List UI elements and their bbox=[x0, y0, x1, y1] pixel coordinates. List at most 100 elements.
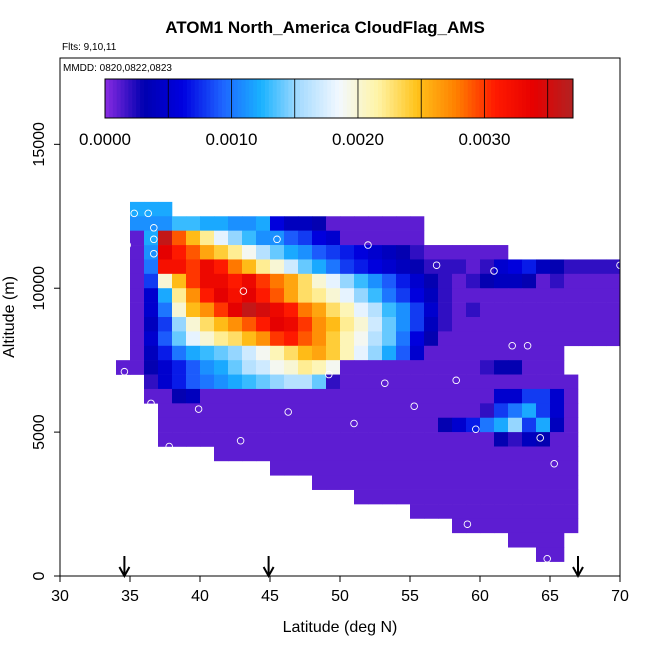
heatmap-cell bbox=[326, 432, 341, 447]
flight-marker-arrowhead bbox=[572, 566, 584, 579]
colorbar-segment bbox=[307, 79, 313, 118]
colorbar-segment bbox=[108, 79, 114, 118]
heatmap-cell bbox=[200, 432, 215, 447]
heatmap-cell bbox=[354, 230, 369, 246]
heatmap-cell bbox=[550, 532, 565, 548]
heatmap-cell bbox=[564, 518, 579, 534]
heatmap-cell bbox=[438, 388, 453, 404]
heatmap-cell bbox=[228, 403, 243, 419]
heatmap-cell bbox=[382, 317, 397, 332]
colorbar-segment bbox=[506, 79, 511, 118]
heatmap-cell bbox=[354, 360, 369, 375]
heatmap-cell bbox=[340, 345, 355, 361]
heatmap-cell bbox=[396, 259, 411, 275]
heatmap-cell bbox=[270, 216, 285, 231]
heatmap-cell bbox=[536, 317, 551, 332]
heatmap-cell bbox=[326, 374, 341, 390]
colorbar: 0.0000 0.0010 0.0020 0.0030 bbox=[79, 78, 574, 149]
heatmap-cell bbox=[270, 273, 285, 289]
heatmap-cell bbox=[242, 317, 257, 332]
heatmap-cell bbox=[368, 475, 383, 490]
heatmap-cell bbox=[522, 432, 537, 447]
heatmap-cell bbox=[452, 504, 467, 519]
heatmap-cell bbox=[550, 259, 565, 275]
heatmap-cell bbox=[410, 273, 425, 289]
colorbar-segment bbox=[264, 79, 270, 118]
heatmap-cell bbox=[536, 518, 551, 534]
heatmap-cell bbox=[144, 302, 159, 318]
heatmap-cell bbox=[494, 245, 509, 260]
colorbar-segment bbox=[229, 79, 235, 118]
heatmap-cell bbox=[508, 532, 523, 548]
heatmap-cell bbox=[186, 345, 201, 361]
heatmap-cell bbox=[172, 374, 187, 390]
colorbar-segment bbox=[331, 79, 336, 118]
heatmap-cell bbox=[424, 245, 439, 260]
heatmap-cell bbox=[130, 230, 145, 246]
colorbar-segment bbox=[487, 79, 492, 118]
heatmap-cell bbox=[522, 388, 537, 404]
heatmap-cell bbox=[116, 360, 131, 375]
heatmap-cell bbox=[228, 432, 243, 447]
heatmap-cell bbox=[298, 360, 313, 375]
colorbar-segment bbox=[300, 79, 305, 118]
heatmap-cell bbox=[536, 532, 551, 548]
colorbar-segment bbox=[385, 79, 391, 118]
heatmap-cell bbox=[536, 417, 551, 433]
heatmap-cell bbox=[536, 504, 551, 519]
heatmap-cell bbox=[130, 345, 145, 361]
heatmap-cell bbox=[354, 317, 369, 332]
heatmap-cell bbox=[480, 432, 495, 447]
heatmap-cell bbox=[536, 547, 551, 562]
heatmap-cell bbox=[480, 417, 495, 433]
colorbar-segment bbox=[253, 79, 258, 118]
heatmap-cell bbox=[508, 446, 523, 462]
heatmap-cell bbox=[158, 245, 173, 260]
heatmap-cell bbox=[228, 245, 243, 260]
colorbar-segment bbox=[179, 79, 184, 118]
heatmap-cell bbox=[452, 245, 467, 260]
heatmap-cell bbox=[284, 432, 299, 447]
x-tick-label: 50 bbox=[331, 588, 349, 605]
sample-point-marker bbox=[550, 460, 558, 468]
colorbar-segment bbox=[311, 79, 316, 118]
heatmap-cell bbox=[508, 403, 523, 419]
heatmap-cell bbox=[522, 273, 537, 289]
heatmap-cell bbox=[312, 374, 327, 390]
heatmap-cell bbox=[480, 403, 495, 419]
heatmap-cell bbox=[424, 273, 439, 289]
heatmap-cell bbox=[410, 475, 425, 490]
heatmap-cell bbox=[382, 230, 397, 246]
heatmap-cell bbox=[522, 417, 537, 433]
colorbar-segment bbox=[557, 79, 562, 118]
heatmap-cell bbox=[550, 518, 565, 534]
colorbar-segment bbox=[463, 79, 469, 118]
heatmap-cell bbox=[144, 216, 159, 231]
heatmap-cell bbox=[396, 403, 411, 419]
sample-point-marker bbox=[463, 520, 472, 528]
colorbar-segment bbox=[159, 79, 164, 118]
colorbar-segment bbox=[233, 79, 238, 118]
x-axis-label: Latitude (deg N) bbox=[283, 619, 398, 636]
heatmap-cell bbox=[368, 245, 383, 260]
flight-markers bbox=[118, 556, 584, 579]
colorbar-segment bbox=[257, 79, 262, 118]
heatmap-cell bbox=[606, 302, 621, 318]
heatmap-cell bbox=[214, 432, 229, 447]
heatmap-cell bbox=[284, 302, 299, 318]
heatmap-cell bbox=[172, 432, 187, 447]
heatmap-cell bbox=[186, 245, 201, 260]
heatmap-cell bbox=[438, 475, 453, 490]
heatmap-cell bbox=[368, 417, 383, 433]
heatmap-cell bbox=[494, 403, 509, 419]
heatmap-cell bbox=[158, 288, 173, 303]
colorbar-tick-label: 0.0030 bbox=[458, 130, 510, 149]
heatmap-cell bbox=[592, 288, 607, 303]
colorbar-segment bbox=[319, 79, 324, 118]
heatmap-cell bbox=[284, 360, 299, 375]
heatmap-cell bbox=[172, 302, 187, 318]
heatmap-cell bbox=[494, 504, 509, 519]
heatmap-cell bbox=[200, 302, 215, 318]
heatmap-cell bbox=[536, 403, 551, 419]
